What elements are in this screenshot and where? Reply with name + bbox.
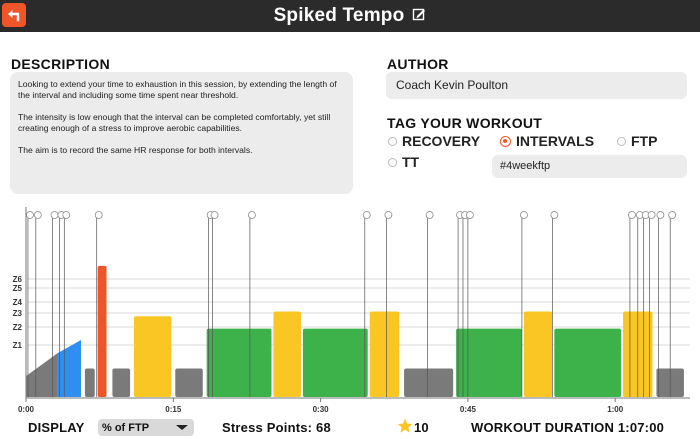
- zone-label: Z1: [13, 341, 23, 350]
- back-button[interactable]: [2, 3, 26, 27]
- time-label: 0:45: [460, 405, 477, 414]
- workout-interval-block: [369, 311, 400, 397]
- description-paragraph-2: The intensity is low enough that the int…: [18, 112, 331, 133]
- description-label: DESCRIPTION: [11, 56, 110, 72]
- workout-interval-block: [134, 316, 172, 397]
- workout-interval-block: [112, 368, 131, 397]
- description-paragraph-3: The aim is to record the same HR respons…: [18, 145, 253, 155]
- workout-chart[interactable]: Z6 Z5 Z4 Z3 Z2 Z1 0:00 0:15 0:30 0:45 1:00: [0, 202, 700, 415]
- radio-icon: [388, 136, 397, 146]
- text-event-bubble-icon: [550, 211, 559, 219]
- workout-interval-block: [456, 328, 522, 397]
- display-select-value: % of FTP: [102, 421, 150, 434]
- text-event-bubble-icon: [520, 211, 528, 219]
- chevron-down-icon: [176, 425, 188, 430]
- zone-label: Z3: [13, 309, 23, 318]
- text-event-bubble-icon: [247, 211, 256, 219]
- tag-option-ftp[interactable]: FTP: [617, 133, 657, 149]
- tag-option-label: TT: [402, 154, 420, 170]
- author-label: AUTHOR: [387, 56, 449, 72]
- star-icon: [397, 418, 413, 433]
- workout-interval-block: [175, 368, 203, 397]
- tag-option-label: INTERVALS: [516, 133, 595, 149]
- workout-interval-block: [84, 368, 95, 397]
- tag-option-tt[interactable]: TT: [388, 154, 419, 170]
- workout-interval-block: [554, 328, 622, 397]
- rating-value: 10: [414, 420, 429, 435]
- zone-label: Z4: [13, 298, 23, 307]
- tag-option-label: FTP: [631, 133, 658, 149]
- text-event-bubble-icon: [647, 211, 656, 219]
- text-event-bubble-icon: [62, 211, 71, 219]
- workout-interval-ramp: [26, 353, 58, 397]
- workout-interval-block: [97, 265, 107, 397]
- radio-icon: [388, 157, 397, 167]
- workout-interval-block: [206, 328, 272, 397]
- text-event-bubble-icon: [33, 211, 42, 219]
- text-event-bubble-icon: [425, 211, 434, 219]
- description-textarea[interactable]: Looking to extend your time to exhaustio…: [10, 72, 353, 194]
- display-label: DISPLAY: [28, 420, 85, 435]
- display-select[interactable]: % of FTP: [98, 419, 194, 436]
- tag-option-recovery[interactable]: RECOVERY: [388, 133, 480, 149]
- workout-duration: WORKOUT DURATION 1:07:00: [471, 420, 665, 435]
- workout-interval-block: [523, 311, 553, 397]
- radio-icon: [617, 136, 626, 146]
- tag-option-label: RECOVERY: [402, 133, 481, 149]
- zone-label: Z6: [13, 275, 23, 284]
- text-event-bubble-icon: [656, 211, 665, 219]
- title-wrap: Spiked Tempo: [0, 0, 700, 32]
- zone-label: Z2: [13, 323, 23, 332]
- header-bar: Spiked Tempo: [0, 0, 700, 32]
- tag-option-intervals[interactable]: INTERVALS: [500, 133, 594, 149]
- text-event-bubble-icon: [50, 211, 59, 219]
- time-label: 0:00: [18, 405, 35, 414]
- radio-selected-icon: [500, 135, 511, 147]
- description-paragraph-1: Looking to extend your time to exhaustio…: [18, 79, 337, 100]
- workout-interval-block: [273, 311, 301, 397]
- text-event-bubble-icon: [94, 211, 103, 219]
- time-label: 1:00: [607, 405, 624, 414]
- text-event-bubble-icon: [362, 211, 371, 219]
- text-event-bubble-icon: [465, 211, 474, 219]
- text-event-bubble-icon: [668, 211, 677, 219]
- text-event-bubble-icon: [26, 211, 34, 219]
- custom-tag-input[interactable]: #4weekftp: [492, 155, 687, 178]
- text-event-bubble-icon: [628, 211, 636, 219]
- stress-points: Stress Points: 68: [222, 420, 331, 435]
- workout-title: Spiked Tempo: [273, 5, 405, 26]
- time-label: 0:15: [165, 405, 182, 414]
- tag-workout-label: TAG YOUR WORKOUT: [387, 115, 543, 131]
- workout-interval-block: [302, 328, 368, 397]
- time-label: 0:30: [313, 405, 330, 414]
- zone-label: Z5: [13, 284, 23, 293]
- edit-icon[interactable]: [412, 7, 426, 21]
- author-field[interactable]: Coach Kevin Poulton: [386, 72, 687, 99]
- text-event-bubble-icon: [210, 211, 219, 219]
- workout-interval-block: [404, 368, 454, 397]
- back-arrow-icon: [8, 10, 20, 22]
- text-event-bubble-icon: [384, 211, 393, 219]
- workout-interval-ramp: [57, 340, 81, 397]
